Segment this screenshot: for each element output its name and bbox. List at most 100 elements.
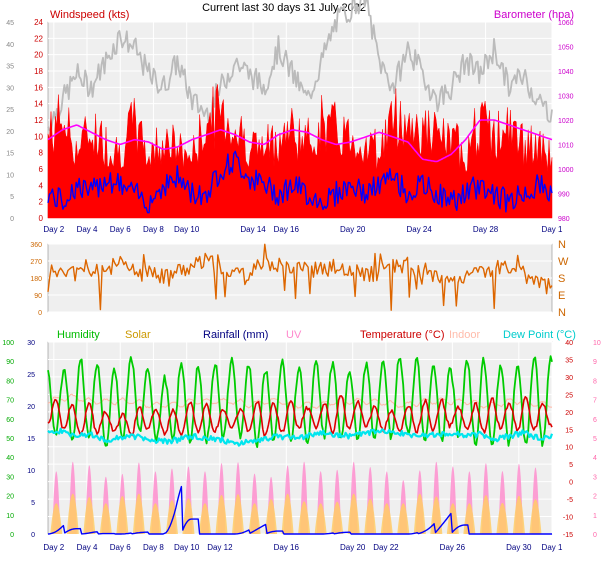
- wind-tick-label: 0: [39, 214, 44, 223]
- wind-outer-tick-label: 35: [6, 64, 14, 71]
- temperature-x-label: Day 26: [440, 543, 466, 552]
- humidity-tick-label: 100: [2, 340, 14, 347]
- temperature-tick-label: 20: [565, 410, 573, 417]
- wind-x-label: Day 24: [406, 225, 432, 234]
- solar-day-bar: [496, 502, 509, 534]
- direction-tick-label: 360: [30, 242, 42, 249]
- humidity-tick-label: 80: [6, 378, 14, 385]
- solar-day-bar: [512, 495, 525, 534]
- rainfall-tick-label: 20: [27, 404, 35, 411]
- wind-tick-label: 22: [34, 34, 43, 43]
- compass-label: S: [558, 273, 565, 285]
- humidity-tick-label: 70: [6, 398, 14, 405]
- direction-tick-label: 90: [34, 293, 42, 300]
- wind-x-label: Day 6: [110, 225, 131, 234]
- rainfall-line: [47, 485, 552, 535]
- temperature-x-label: Day 30: [506, 543, 532, 552]
- legend-temperature: Temperature (°C): [360, 329, 444, 341]
- rainfall-tick-label: 15: [27, 436, 35, 443]
- solar-day-bar: [132, 493, 145, 534]
- indoor-temperature-line: [47, 393, 553, 409]
- chart-title: Current last 30 days 31 July 2022: [202, 2, 366, 14]
- uv-tick-label: 3: [593, 474, 597, 481]
- solar-day-bar: [66, 493, 79, 534]
- temperature-tick-label: -10: [563, 515, 573, 522]
- wind-panel: 0246810121416182022240510152025303540459…: [6, 0, 574, 234]
- wind-x-label: Day 4: [77, 225, 98, 234]
- humidity-tick-label: 40: [6, 455, 14, 462]
- wind-x-label: Day 28: [473, 225, 499, 234]
- uv-tick-label: 8: [593, 378, 597, 385]
- wind-outer-tick-label: 5: [10, 194, 14, 201]
- solar-day-bar: [413, 493, 426, 534]
- compass-label: N: [558, 239, 566, 251]
- wind-marks: [47, 0, 553, 219]
- direction-tick-label: 180: [30, 276, 42, 283]
- solar-day-bar: [83, 497, 96, 534]
- barometer-tick-label: 1030: [558, 94, 574, 101]
- solar-day-bar: [479, 495, 492, 534]
- rainfall-tick-label: 10: [27, 468, 35, 475]
- wind-tick-label: 10: [34, 132, 43, 141]
- compass-label: W: [558, 256, 569, 268]
- temperature-x-label: Day 4: [77, 543, 98, 552]
- temperature-marks: [47, 355, 554, 535]
- solar-day-bar: [314, 503, 327, 534]
- temperature-tick-label: 30: [565, 375, 573, 382]
- temperature-x-label: Day 22: [373, 543, 399, 552]
- solar-day-bar: [265, 499, 278, 534]
- wind-outer-tick-label: 40: [6, 42, 14, 49]
- temperature-tick-label: 10: [565, 445, 573, 452]
- temperature-tick-label: 35: [565, 357, 573, 364]
- temperature-x-label: Day 6: [110, 543, 131, 552]
- solar-day-bar: [50, 503, 63, 534]
- wind-outer-tick-label: 45: [6, 20, 14, 27]
- windspeed-axis-label: Windspeed (kts): [50, 9, 129, 21]
- wind-x-label: Day 14: [240, 225, 266, 234]
- solar-day-bar: [331, 501, 344, 534]
- windgust-line: [47, 150, 553, 214]
- barometer-tick-label: 990: [558, 192, 570, 199]
- humidity-tick-label: 0: [10, 532, 14, 539]
- legend-rainfall: Rainfall (mm): [203, 329, 268, 341]
- wind-x-label: Day 10: [174, 225, 200, 234]
- humidity-line: [47, 355, 553, 448]
- solar-day-bar: [446, 503, 459, 534]
- uv-tick-label: 5: [593, 436, 597, 443]
- barometer-line: [47, 119, 553, 163]
- legend-humidity: Humidity: [57, 329, 100, 341]
- solar-day-bar: [232, 494, 245, 534]
- direction-tick-label: 270: [30, 259, 42, 266]
- uv-tick-label: 9: [593, 359, 597, 366]
- uv-tick-label: 4: [593, 455, 597, 462]
- temperature-tick-label: -5: [567, 497, 573, 504]
- direction-marks: [47, 243, 553, 311]
- wind-tick-label: 2: [39, 198, 44, 207]
- temperature-x-label: Day 1: [542, 543, 563, 552]
- solar-day-bar: [380, 503, 393, 534]
- rainfall-tick-label: 30: [27, 340, 35, 347]
- temperature-x-label: Day 8: [143, 543, 164, 552]
- temperature-tick-label: -15: [563, 532, 573, 539]
- wind-tick-label: 14: [34, 100, 43, 109]
- humidity-tick-label: 30: [6, 474, 14, 481]
- humidity-tick-label: 60: [6, 417, 14, 424]
- rainfall-tick-label: 0: [31, 532, 35, 539]
- wind-tick-label: 16: [34, 83, 43, 92]
- wind-outer-tick-label: 20: [6, 129, 14, 136]
- barometer-axis-label: Barometer (hpa): [494, 9, 574, 21]
- solar-day-bar: [248, 503, 261, 534]
- wind-x-label: Day 16: [274, 225, 300, 234]
- solar-day-bar: [347, 493, 360, 534]
- legend-dewpoint: Dew Point (°C): [503, 329, 576, 341]
- uv-tick-label: 6: [593, 417, 597, 424]
- solar-day-bar: [529, 499, 542, 534]
- solar-day-bar: [116, 496, 129, 534]
- temperature-x-label: Day 10: [174, 543, 200, 552]
- uv-tick-label: 2: [593, 494, 597, 501]
- barometer-tick-label: 1010: [558, 143, 574, 150]
- wind-tick-label: 18: [34, 67, 43, 76]
- humidity-tick-label: 50: [6, 436, 14, 443]
